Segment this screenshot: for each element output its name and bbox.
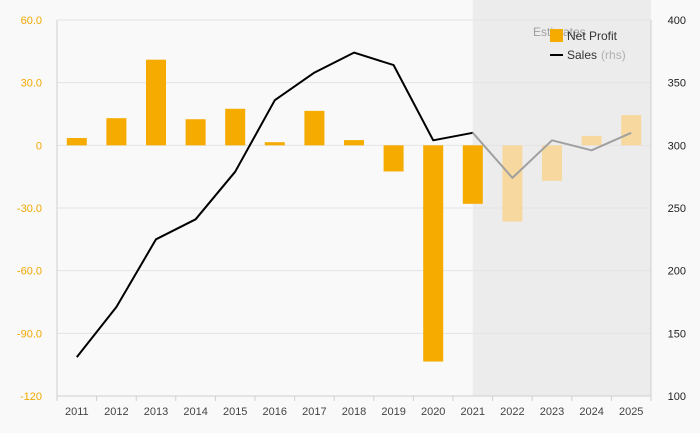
legend-label-sales-suffix: (rhs)	[601, 48, 626, 62]
sales-line	[76, 51, 473, 358]
net-profit-bar	[383, 145, 404, 172]
y-left-tick-label: 30.0	[21, 78, 42, 90]
x-tick-label: 2023	[540, 406, 564, 418]
legend-label-net-profit: Net Profit	[567, 29, 618, 43]
net-profit-bar	[106, 118, 127, 146]
net-profit-bar-estimate	[542, 145, 562, 181]
y-left-tick-label: -120	[20, 391, 42, 403]
y-right-tick-label: 350	[668, 78, 686, 90]
y-right-tick-label: 150	[668, 328, 686, 340]
net-profit-bar	[185, 119, 206, 146]
net-profit-bar	[146, 59, 166, 146]
net-profit-bar	[344, 140, 364, 146]
net-profit-bar	[304, 110, 325, 146]
x-tick-label: 2024	[579, 406, 603, 418]
x-tick-label: 2015	[223, 406, 247, 418]
legend-swatch-net-profit	[550, 29, 563, 42]
y-left-tick-label: -30.0	[17, 203, 42, 215]
y-left-tick-label: -60.0	[17, 266, 42, 278]
net-profit-bar	[423, 145, 444, 362]
x-tick-label: 2011	[65, 406, 89, 418]
y-right-tick-label: 100	[668, 391, 686, 403]
sales-line-estimate	[472, 131, 632, 179]
x-tick-label: 2014	[183, 406, 207, 418]
net-profit-bar	[225, 108, 246, 146]
y-left-tick-label: 60.0	[21, 15, 42, 27]
net-profit-bar-estimate	[621, 115, 642, 146]
y-left-tick-label: 0	[36, 140, 42, 152]
legend: Estimates Net Profit Sales(rhs)	[533, 25, 626, 62]
x-tick-label: 2016	[263, 406, 287, 418]
x-tick-label: 2025	[619, 406, 643, 418]
net-profit-bar	[66, 138, 87, 146]
x-tick-label: 2013	[144, 406, 168, 418]
net-profit-bar-estimate	[502, 145, 523, 222]
x-tick-label: 2021	[461, 406, 485, 418]
x-tick-label: 2022	[500, 406, 524, 418]
x-tick-label: 2019	[381, 406, 405, 418]
net-profit-bar	[264, 142, 285, 146]
y-right-tick-label: 300	[668, 140, 686, 152]
x-tick-label: 2020	[421, 406, 445, 418]
y-right-tick-label: 400	[668, 15, 686, 27]
legend-label-sales-name: Sales	[567, 48, 597, 62]
y-right-tick-label: 250	[668, 203, 686, 215]
y-right-tick-label: 200	[668, 266, 686, 278]
net-profit-bar	[462, 145, 483, 204]
legend-label-sales: Sales (rhs)	[567, 48, 626, 62]
x-tick-label: 2017	[302, 406, 326, 418]
x-tick-label: 2018	[342, 406, 366, 418]
y-left-tick-label: -90.0	[17, 328, 42, 340]
net-profit-bar-estimate	[581, 135, 602, 146]
x-tick-label: 2012	[104, 406, 128, 418]
